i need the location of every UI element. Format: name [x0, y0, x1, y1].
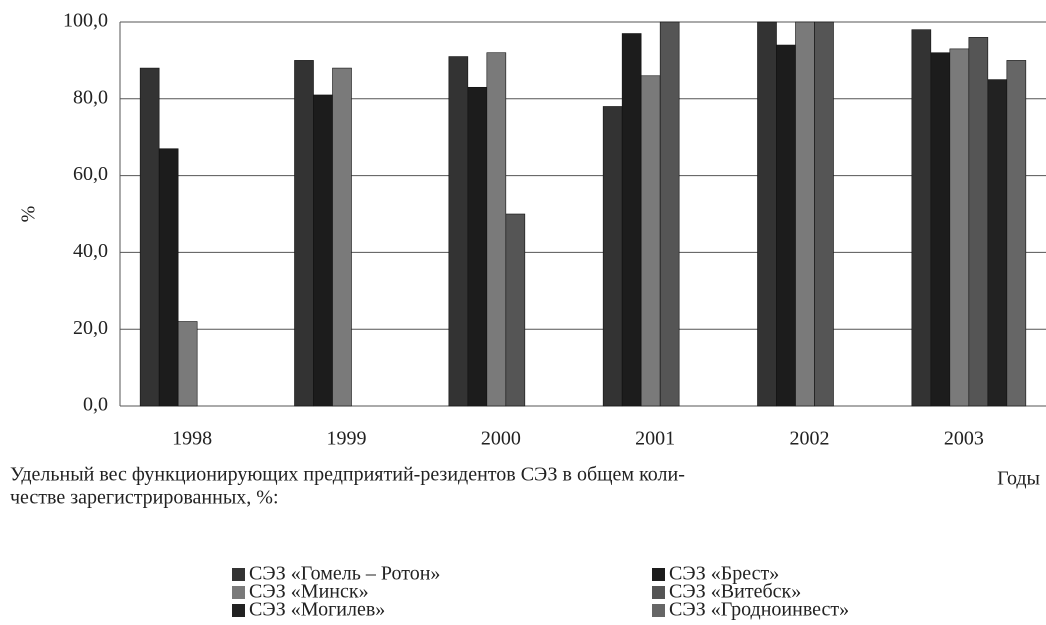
caption-line: честве зарегистрированных, %:	[10, 487, 279, 509]
legend-label: СЭЗ «Могилев»	[249, 599, 385, 621]
x-tick-label: 1999	[327, 428, 367, 450]
legend-swatch	[652, 586, 665, 599]
x-axis-label: Годы	[997, 468, 1040, 490]
y-tick-label: 80,0	[73, 86, 108, 108]
legend-swatch	[232, 586, 245, 599]
bar	[467, 86, 488, 407]
bar	[621, 33, 642, 407]
bar	[987, 79, 1008, 407]
legend-swatch	[232, 604, 245, 617]
bar	[949, 48, 970, 407]
legend-swatch	[652, 568, 665, 581]
caption-line: Удельный вес функционирующих предприятий…	[10, 464, 685, 486]
bar	[776, 44, 796, 407]
bar	[139, 67, 160, 407]
legend-label: СЭЗ «Гродноинвест»	[669, 599, 849, 621]
bar	[814, 21, 834, 407]
x-tick-label: 2000	[481, 428, 521, 450]
y-axis-label: %	[18, 206, 40, 223]
y-tick-label: 60,0	[73, 163, 108, 185]
y-tick-label: 40,0	[73, 240, 108, 262]
bar	[505, 213, 526, 407]
x-tick-label: 1998	[172, 428, 212, 450]
x-tick-label: 2001	[635, 428, 675, 450]
legend-label: СЭЗ «Гомель – Ротон»	[249, 563, 440, 585]
x-tick-label: 2003	[944, 428, 984, 450]
bar	[486, 52, 507, 407]
bar	[294, 60, 314, 407]
bar	[795, 21, 815, 407]
bar	[968, 37, 989, 407]
y-tick-label: 100,0	[63, 10, 108, 32]
bar	[158, 148, 179, 407]
legend-label: СЭЗ «Брест»	[669, 563, 779, 585]
bar	[602, 106, 623, 407]
bar	[640, 75, 661, 407]
legend-label: СЭЗ «Минск»	[249, 581, 369, 603]
y-tick-label: 20,0	[73, 317, 108, 339]
bar	[177, 321, 198, 407]
legend-swatch	[232, 568, 245, 581]
bar	[659, 21, 680, 407]
legend-label: СЭЗ «Витебск»	[669, 581, 801, 603]
bar	[332, 67, 352, 407]
x-tick-label: 2002	[790, 428, 830, 450]
bar	[1006, 60, 1027, 407]
bar	[930, 52, 951, 407]
y-tick-label: 0,0	[83, 394, 108, 416]
bar	[448, 56, 469, 407]
legend-swatch	[652, 604, 665, 617]
bar	[313, 94, 333, 407]
bar	[911, 29, 932, 407]
bar	[757, 21, 777, 407]
